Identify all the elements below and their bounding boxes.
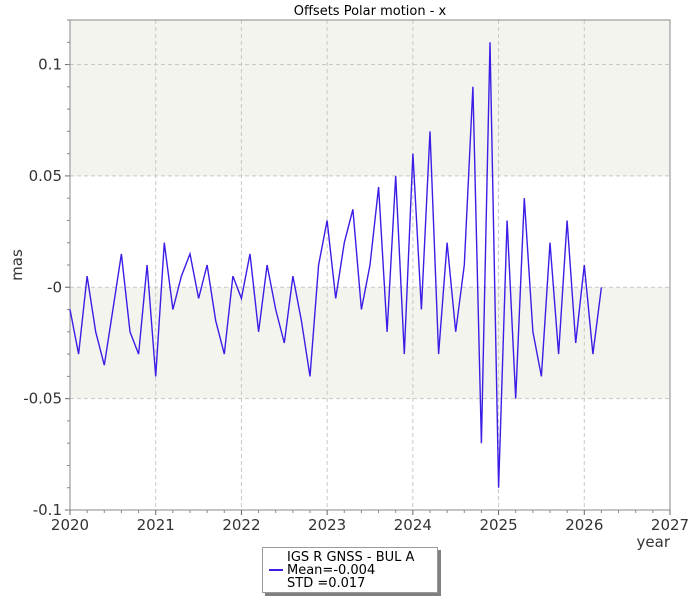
- x-tick-label: 2020: [51, 516, 89, 534]
- legend: IGS R GNSS - BUL A Mean=-0.004 STD =0.01…: [262, 547, 438, 593]
- x-tick-label: 2023: [308, 516, 346, 534]
- y-tick-label: -0.1: [33, 501, 62, 519]
- x-axis-label: year: [637, 533, 671, 551]
- legend-mean: Mean=-0.004: [287, 563, 376, 578]
- y-axis-label: mas: [8, 249, 26, 281]
- ticks: 2020 2021 2022 2023 2024 2025 2026 2027 -0.1 -0.0…: [23, 19, 689, 534]
- series-layer: [69, 42, 603, 488]
- x-tick-label: 2025: [479, 516, 517, 534]
- y-tick-label: 0.1: [38, 56, 62, 74]
- x-tick-label: 2021: [137, 516, 175, 534]
- plot-band: [70, 20, 670, 176]
- plot-bands: [70, 20, 670, 399]
- series-line-0: [69, 42, 603, 488]
- y-tick-label: -0.05: [23, 390, 62, 408]
- plot-band: [70, 287, 670, 399]
- y-tick-label: -0: [47, 278, 62, 296]
- legend-swatch: [269, 569, 283, 571]
- legend-std: STD =0.017: [287, 576, 366, 591]
- chart-title: Offsets Polar motion - x: [294, 4, 447, 19]
- y-tick-label: 0.05: [29, 167, 62, 185]
- x-tick-label: 2027: [651, 516, 689, 534]
- x-tick-label: 2022: [222, 516, 260, 534]
- x-tick-label: 2024: [394, 516, 432, 534]
- legend-series-name: IGS R GNSS - BUL A: [287, 550, 415, 565]
- x-tick-label: 2026: [565, 516, 603, 534]
